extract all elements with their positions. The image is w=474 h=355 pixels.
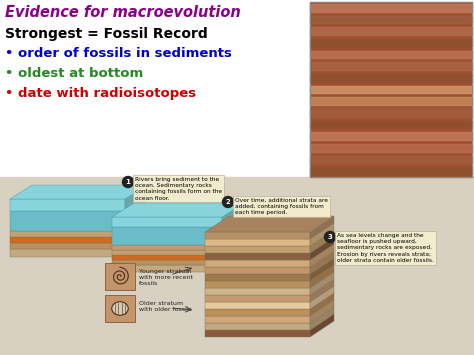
Polygon shape: [112, 203, 244, 217]
Polygon shape: [222, 231, 244, 250]
Polygon shape: [112, 255, 222, 260]
Polygon shape: [205, 316, 310, 323]
Polygon shape: [205, 330, 310, 337]
Polygon shape: [125, 197, 147, 231]
Polygon shape: [205, 246, 310, 253]
Bar: [310, 39, 472, 47]
Bar: [310, 2, 472, 177]
Bar: [310, 27, 472, 35]
Polygon shape: [222, 241, 244, 260]
Polygon shape: [310, 216, 334, 239]
Circle shape: [325, 231, 336, 242]
Polygon shape: [222, 246, 244, 265]
Bar: [310, 86, 472, 93]
Polygon shape: [310, 223, 334, 246]
Polygon shape: [205, 323, 310, 330]
Polygon shape: [205, 267, 310, 274]
Text: • order of fossils in sediments: • order of fossils in sediments: [5, 47, 232, 60]
Polygon shape: [10, 211, 125, 231]
Polygon shape: [205, 274, 310, 281]
Polygon shape: [205, 232, 310, 239]
Polygon shape: [205, 281, 310, 288]
Bar: [310, 144, 472, 152]
Polygon shape: [310, 237, 334, 260]
Bar: [310, 121, 472, 128]
Polygon shape: [10, 243, 125, 249]
Polygon shape: [112, 260, 222, 265]
Polygon shape: [310, 265, 334, 288]
Bar: [310, 109, 472, 117]
Polygon shape: [205, 253, 310, 260]
Bar: [310, 2, 472, 177]
Polygon shape: [205, 295, 310, 302]
Bar: [310, 4, 472, 12]
Polygon shape: [222, 236, 244, 255]
Text: Strongest = Fossil Record: Strongest = Fossil Record: [5, 27, 208, 41]
Polygon shape: [310, 286, 334, 309]
Polygon shape: [310, 251, 334, 274]
Polygon shape: [125, 235, 147, 257]
Bar: [105, 263, 135, 290]
Polygon shape: [205, 302, 310, 309]
Polygon shape: [222, 251, 244, 272]
Polygon shape: [125, 223, 147, 243]
Text: 2: 2: [226, 199, 230, 205]
Circle shape: [222, 197, 234, 208]
Polygon shape: [112, 245, 222, 250]
Polygon shape: [205, 239, 310, 246]
Text: As sea levels change and the
seafloor is pushed upward,
sedimentary rocks are ex: As sea levels change and the seafloor is…: [337, 233, 434, 263]
Polygon shape: [310, 272, 334, 295]
Polygon shape: [310, 314, 334, 337]
Polygon shape: [10, 199, 125, 211]
Bar: [310, 156, 472, 163]
Bar: [310, 62, 472, 70]
Polygon shape: [10, 231, 125, 237]
Polygon shape: [310, 293, 334, 316]
Bar: [310, 16, 472, 23]
Polygon shape: [112, 227, 222, 245]
Polygon shape: [310, 300, 334, 323]
Bar: [0, 177, 474, 355]
Bar: [310, 97, 472, 105]
Bar: [310, 132, 472, 140]
Polygon shape: [10, 237, 125, 243]
Text: • date with radioisotopes: • date with radioisotopes: [5, 87, 196, 100]
Bar: [105, 295, 135, 322]
Polygon shape: [205, 309, 310, 316]
Ellipse shape: [112, 302, 128, 315]
Text: 3: 3: [328, 234, 332, 240]
Circle shape: [122, 176, 134, 187]
Text: Evidence for macroevolution: Evidence for macroevolution: [5, 5, 241, 20]
Polygon shape: [310, 230, 334, 253]
Polygon shape: [310, 279, 334, 302]
Polygon shape: [310, 307, 334, 330]
Text: Over time, additional strata are
added, containing fossils from
each time period: Over time, additional strata are added, …: [235, 198, 328, 215]
Text: • oldest at bottom: • oldest at bottom: [5, 67, 143, 80]
Polygon shape: [222, 203, 244, 227]
Polygon shape: [125, 217, 147, 237]
Polygon shape: [112, 250, 222, 255]
Text: Rivers bring sediment to the
ocean. Sedimentary rocks
containing fossils form on: Rivers bring sediment to the ocean. Sedi…: [135, 177, 222, 201]
Polygon shape: [222, 213, 244, 245]
Polygon shape: [310, 258, 334, 281]
Polygon shape: [10, 249, 125, 257]
Polygon shape: [125, 229, 147, 249]
Polygon shape: [112, 217, 222, 227]
Text: Older stratum
with older fossils: Older stratum with older fossils: [139, 301, 192, 312]
Bar: [310, 51, 472, 58]
Polygon shape: [205, 216, 334, 232]
Polygon shape: [205, 260, 310, 267]
Polygon shape: [10, 185, 147, 199]
Text: Younger stratum
with more recent
fossils: Younger stratum with more recent fossils: [139, 269, 193, 286]
Polygon shape: [125, 185, 147, 211]
Bar: [310, 74, 472, 82]
Text: 1: 1: [126, 179, 130, 185]
Polygon shape: [205, 288, 310, 295]
Bar: [310, 167, 472, 175]
Polygon shape: [310, 244, 334, 267]
Polygon shape: [112, 265, 222, 272]
